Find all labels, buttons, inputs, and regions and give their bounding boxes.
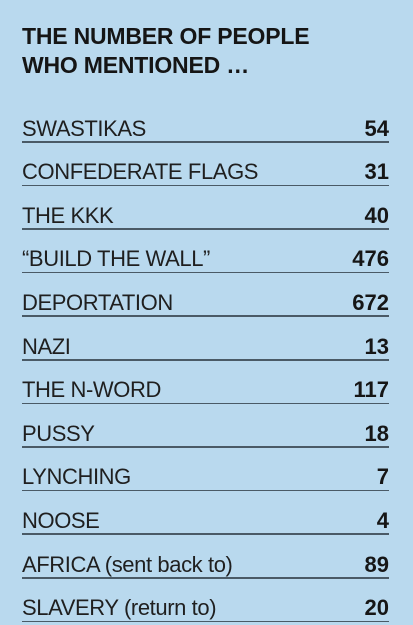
row-label: SWASTIKAS xyxy=(22,115,146,141)
table-row: CONFEDERATE FLAGS 31 xyxy=(22,142,389,187)
table-row: DEPORTATION 672 xyxy=(22,272,389,317)
row-value: 476 xyxy=(352,246,389,272)
row-value: 31 xyxy=(364,159,389,185)
row-label: THE N-WORD xyxy=(22,377,161,403)
row-value: 54 xyxy=(364,115,389,141)
table-row: SWASTIKAS 54 xyxy=(22,98,389,143)
row-value: 89 xyxy=(364,551,389,577)
row-value: 4 xyxy=(376,507,389,533)
table-row: PUSSY 18 xyxy=(22,403,389,448)
row-divider xyxy=(22,315,389,317)
row-value: 117 xyxy=(353,377,390,403)
table-rows: SWASTIKAS 54 CONFEDERATE FLAGS 31 THE KKK 40 “… xyxy=(22,98,390,623)
table-row: “BUILD THE WALL” 476 xyxy=(22,229,389,274)
title-line-1: THE NUMBER OF PEOPLE xyxy=(22,23,310,49)
row-label: SLAVERY (return to) xyxy=(22,595,217,621)
row-divider xyxy=(22,184,389,187)
row-value: 40 xyxy=(364,202,389,228)
table-row: SLAVERY (return to) 20 xyxy=(22,578,389,623)
row-label: THE KKK xyxy=(22,202,114,228)
row-divider xyxy=(22,489,389,492)
row-label: AFRICA (sent back to) xyxy=(22,551,233,577)
table-row: LYNCHING 7 xyxy=(22,447,389,492)
row-divider xyxy=(22,446,389,448)
row-label: NOOSE xyxy=(22,507,100,533)
row-label: CONFEDERATE FLAGS xyxy=(22,159,259,185)
row-divider xyxy=(22,359,389,361)
row-label: “BUILD THE WALL” xyxy=(22,246,210,272)
table-title: THE NUMBER OF PEOPLE WHO MENTIONED … xyxy=(22,22,389,82)
row-divider xyxy=(22,577,389,579)
row-value: 7 xyxy=(376,464,389,490)
row-divider xyxy=(22,228,389,230)
row-label: PUSSY xyxy=(22,420,95,446)
row-value: 672 xyxy=(352,289,389,315)
title-line-2: WHO MENTIONED … xyxy=(22,52,249,78)
row-label: DEPORTATION xyxy=(22,289,173,315)
row-value: 20 xyxy=(364,595,389,621)
table-row: NAZI 13 xyxy=(22,316,389,361)
row-divider xyxy=(22,402,389,405)
table-row: THE N-WORD 117 xyxy=(22,360,390,405)
table-row: THE KKK 40 xyxy=(22,185,389,230)
row-divider xyxy=(22,141,389,143)
row-value: 18 xyxy=(364,420,389,446)
row-divider xyxy=(22,533,389,535)
row-value: 13 xyxy=(364,333,389,359)
row-divider xyxy=(22,620,389,623)
table-row: AFRICA (sent back to) 89 xyxy=(22,534,389,579)
table-row: NOOSE 4 xyxy=(22,490,389,535)
row-label: LYNCHING xyxy=(22,464,131,490)
row-divider xyxy=(22,271,389,274)
row-label: NAZI xyxy=(22,333,71,359)
